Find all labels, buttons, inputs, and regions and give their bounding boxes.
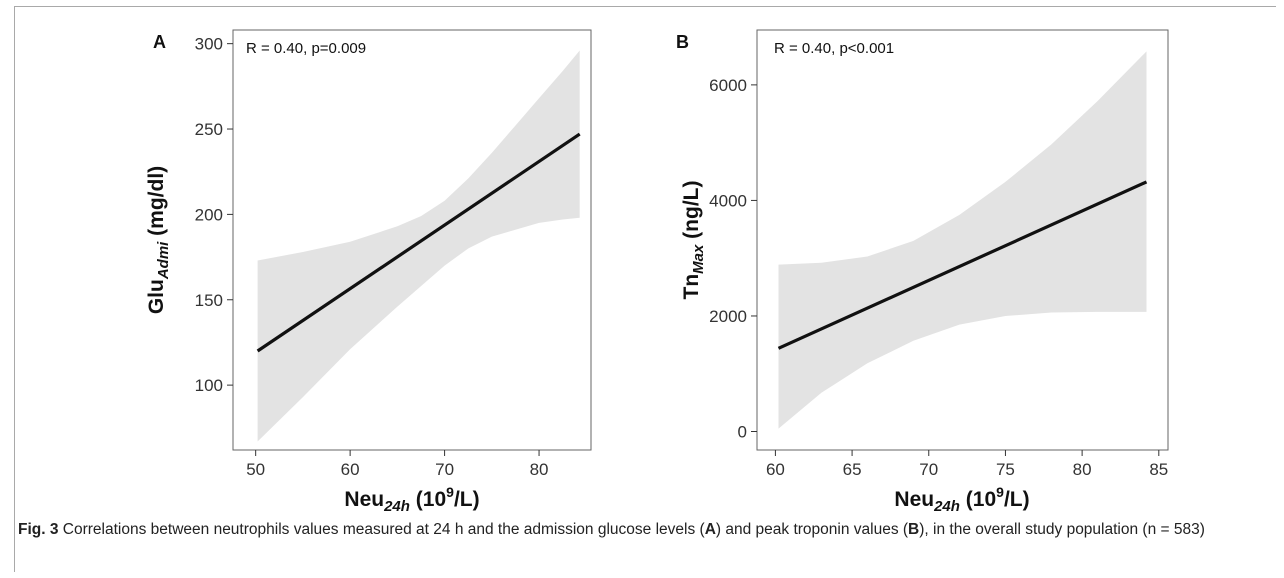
panel-a-ytick-label: 100: [195, 376, 223, 395]
panel-b-xtick-label: 75: [996, 460, 1015, 479]
panel-b-ytick-label: 4000: [709, 191, 747, 210]
panel-b-annotation: R = 0.40, p<0.001: [774, 40, 894, 57]
panel-a-regression-line: [256, 132, 581, 353]
panel-b-ytick-label: 0: [738, 423, 747, 442]
figure-frame-left: [14, 6, 15, 572]
caption-fig-label: Fig. 3: [18, 521, 59, 538]
panel-a-xlabel-sup: 9: [446, 484, 454, 500]
panel-b-ytick-label: 6000: [709, 76, 747, 95]
panel-b-xtick-label: 70: [919, 460, 938, 479]
panel-a: 100 150 200 250 300 50 60 70 80 A R = 0.40, p=0.00…: [145, 29, 592, 515]
panel-b-xlabel-main: Neu: [894, 488, 934, 511]
caption-text-2: ) and peak troponin values (: [715, 521, 909, 538]
panel-a-xlabel-main: Neu: [344, 488, 384, 511]
caption-text-3: ), in the overall study population (n = …: [919, 521, 1205, 538]
panel-a-xtick-label: 60: [341, 460, 360, 479]
panel-b-ylabel-unit: (ng/L): [680, 181, 703, 245]
panel-b-xtick-label: 65: [843, 460, 862, 479]
panel-a-xlabel-sub: 24h: [383, 498, 410, 515]
panel-b-xlabel-sup: 9: [996, 484, 1004, 500]
chart-svg: 100 150 200 250 300 50 60 70 80 A R = 0.40, p=0.00…: [145, 29, 1169, 515]
panel-b-confidence-band: [778, 51, 1147, 429]
panel-a-y-axis-label: GluAdmi (mg/dl): [145, 166, 172, 314]
panel-a-xlabel-unit-pre: (10: [410, 488, 446, 511]
panel-b-ytick-label: 2000: [709, 307, 747, 326]
panel-b: 0 2000 4000 6000 60 65 70 75 80 85 B R = 0.40, p<0.…: [676, 29, 1169, 515]
panel-b-xtick-label: 85: [1149, 460, 1168, 479]
panel-b-xlabel-unit-post: /L): [1004, 488, 1030, 511]
panel-a-xtick-label: 80: [530, 460, 549, 479]
panel-b-x-axis-label: Neu24h (109/L): [894, 484, 1029, 515]
figure-frame-top: [14, 6, 1276, 7]
panel-b-xtick-label: 60: [766, 460, 785, 479]
figure-caption: Fig. 3 Correlations between neutrophils …: [18, 519, 1258, 541]
panel-a-annotation: R = 0.40, p=0.009: [246, 40, 366, 57]
panel-b-xlabel-unit-pre: (10: [960, 488, 996, 511]
panel-b-ylabel-main: Tn: [680, 274, 703, 300]
panel-a-ytick-label: 150: [195, 291, 223, 310]
panel-b-letter: B: [676, 32, 689, 52]
panel-a-ylabel-unit: (mg/dl): [145, 166, 168, 242]
panel-a-xtick-label: 50: [246, 460, 265, 479]
panel-b-ylabel-sub: Max: [690, 244, 707, 274]
panel-a-ytick-label: 200: [195, 205, 223, 224]
panel-a-confidence-band: [257, 50, 580, 442]
panel-a-ytick-label: 300: [195, 35, 223, 54]
panel-b-regression-line: [777, 180, 1148, 350]
panel-b-y-axis-label: TnMax (ng/L): [680, 181, 707, 300]
panel-a-xlabel-unit-post: /L): [454, 488, 480, 511]
caption-ref-b: B: [908, 521, 920, 538]
panel-a-xtick-label: 70: [435, 460, 454, 479]
panel-a-ylabel-main: Glu: [145, 279, 168, 314]
panel-a-ylabel-sub: Admi: [155, 241, 172, 280]
caption-ref-a: A: [704, 521, 716, 538]
panel-a-x-axis-label: Neu24h (109/L): [344, 484, 479, 515]
panel-b-xtick-label: 80: [1073, 460, 1092, 479]
panel-b-xlabel-sub: 24h: [933, 498, 960, 515]
caption-text-1: Correlations between neutrophils values …: [58, 521, 705, 538]
panel-a-ytick-label: 250: [195, 120, 223, 139]
panel-a-letter: A: [153, 32, 166, 52]
